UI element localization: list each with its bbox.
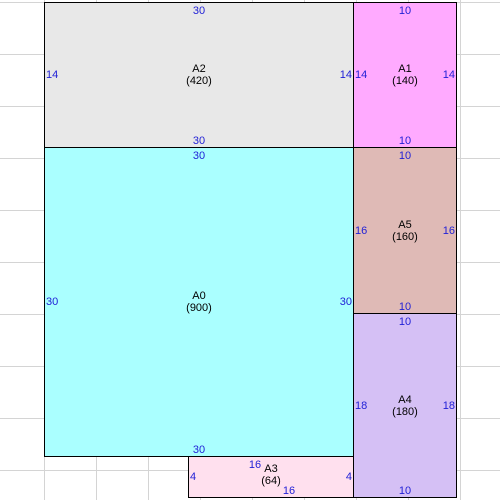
dimension-right: 14	[339, 69, 352, 81]
dimension-right: 16	[442, 224, 455, 237]
dimension-bottom: 30	[192, 135, 206, 147]
area-name: A4	[398, 393, 412, 406]
grid-line-vertical	[460, 0, 461, 500]
area-label: A4 (180)	[392, 394, 418, 418]
area-label: A1 (140)	[392, 63, 418, 87]
dimension-top: 16	[248, 459, 262, 471]
dimension-bottom: 16	[282, 485, 296, 497]
area-size: (180)	[392, 405, 418, 418]
area-a4[interactable]	[353, 313, 457, 498]
dimension-top: 30	[192, 5, 206, 17]
area-size: (160)	[392, 230, 418, 243]
area-a5[interactable]	[353, 147, 457, 314]
dimension-bottom: 30	[192, 444, 206, 456]
area-size: (420)	[186, 75, 212, 87]
dimension-top: 10	[398, 316, 412, 328]
dimension-left: 30	[46, 296, 59, 308]
area-label: A5 (160)	[392, 219, 418, 243]
dimension-top: 10	[398, 150, 412, 162]
dimension-left: 14	[355, 69, 368, 81]
area-a3[interactable]	[188, 456, 354, 498]
dimension-right: 14	[442, 69, 455, 81]
area-name: A5	[398, 218, 412, 231]
area-size: (140)	[392, 75, 418, 87]
area-name: A2	[192, 63, 206, 75]
dimension-right: 30	[339, 296, 352, 308]
dimension-left: 18	[355, 399, 368, 412]
dimension-left: 4	[190, 471, 197, 483]
area-size: (64)	[261, 475, 281, 487]
area-label: A3 (64)	[261, 463, 281, 487]
dimension-right: 4	[345, 471, 352, 483]
area-label: A2 (420)	[186, 63, 212, 87]
dimension-left: 16	[355, 224, 368, 237]
dimension-bottom: 10	[398, 485, 412, 497]
dimension-left: 14	[46, 69, 59, 81]
area-name: A3	[264, 463, 278, 475]
dimension-top: 10	[398, 5, 412, 17]
dimension-bottom: 10	[398, 135, 412, 147]
area-label: A0 (900)	[186, 290, 212, 314]
area-name: A0	[192, 290, 206, 302]
area-size: (900)	[186, 302, 212, 314]
area-name: A1	[398, 63, 412, 75]
dimension-right: 18	[442, 399, 455, 412]
dimension-top: 30	[192, 150, 206, 162]
dimension-bottom: 10	[398, 301, 412, 313]
